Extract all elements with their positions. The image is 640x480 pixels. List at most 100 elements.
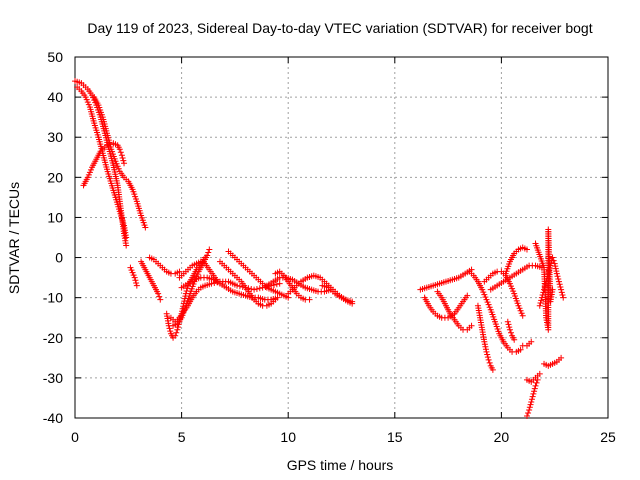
data-point xyxy=(132,277,139,284)
data-point xyxy=(515,302,522,309)
data-point xyxy=(528,338,535,345)
series-track-v xyxy=(466,268,524,355)
data-point xyxy=(481,338,488,345)
series-track-f xyxy=(138,258,164,303)
data-point xyxy=(529,393,536,400)
x-tick-label: 10 xyxy=(280,429,296,445)
data-point xyxy=(505,321,512,328)
data-point xyxy=(236,283,243,290)
data-point xyxy=(486,304,493,311)
data-point xyxy=(527,401,534,408)
data-point xyxy=(123,242,130,249)
data-point xyxy=(530,390,537,397)
data-point xyxy=(272,296,279,303)
data-point xyxy=(553,268,560,275)
data-point xyxy=(510,288,517,295)
series-track-aa xyxy=(504,318,518,343)
data-point xyxy=(553,270,560,277)
series-track-e xyxy=(127,264,140,289)
data-point xyxy=(536,370,543,377)
data-point xyxy=(123,234,130,241)
data-point xyxy=(115,165,122,172)
data-point xyxy=(534,376,541,383)
data-point xyxy=(166,325,173,332)
data-point xyxy=(482,343,489,350)
series-track-x xyxy=(481,268,526,319)
series-track-c xyxy=(80,140,128,189)
data-point xyxy=(206,246,213,253)
data-point xyxy=(558,354,565,361)
data-point xyxy=(485,301,492,308)
series-track-n xyxy=(225,248,292,301)
data-point xyxy=(551,260,558,267)
data-point xyxy=(531,385,538,392)
series-track-p xyxy=(272,268,313,303)
data-point xyxy=(549,254,556,261)
data-point xyxy=(113,160,120,167)
series-track-r xyxy=(319,282,356,307)
data-point xyxy=(506,324,513,331)
data-point xyxy=(128,267,135,274)
x-axis-title: GPS time / hours xyxy=(287,457,394,473)
data-point xyxy=(509,285,516,292)
data-point xyxy=(117,149,124,156)
data-point xyxy=(560,294,567,301)
data-point xyxy=(486,359,493,366)
data-point xyxy=(525,409,532,416)
data-point xyxy=(517,307,524,314)
data-point xyxy=(528,398,535,405)
data-point xyxy=(262,283,269,290)
data-point xyxy=(526,404,533,411)
chart-title: Day 119 of 2023, Sidereal Day-to-day VTE… xyxy=(87,20,592,36)
plot-frame xyxy=(74,56,609,419)
data-point xyxy=(507,283,514,290)
data-point xyxy=(536,302,543,309)
data-point xyxy=(253,285,260,292)
data-point xyxy=(558,286,565,293)
data-point xyxy=(555,278,562,285)
y-tick-label: 50 xyxy=(47,49,63,65)
data-point xyxy=(83,96,90,103)
x-tick-label: 20 xyxy=(494,429,510,445)
data-point xyxy=(533,379,540,386)
series-track-ag xyxy=(532,226,556,333)
data-point xyxy=(517,346,524,353)
series-track-u xyxy=(434,288,475,333)
data-point xyxy=(554,273,561,280)
data-point xyxy=(120,157,127,164)
data-point xyxy=(506,280,513,287)
data-point xyxy=(479,286,486,293)
data-point xyxy=(273,281,280,288)
data-point xyxy=(251,286,258,293)
x-tick-label: 15 xyxy=(387,429,403,445)
data-point xyxy=(484,351,491,358)
x-tick-label: 5 xyxy=(178,429,186,445)
data-point xyxy=(511,336,518,343)
data-point xyxy=(85,101,92,108)
data-point xyxy=(550,257,557,264)
data-point xyxy=(156,293,163,300)
data-point xyxy=(127,264,134,271)
data-point xyxy=(538,297,545,304)
data-point xyxy=(542,281,549,288)
data-points xyxy=(72,78,567,419)
data-point xyxy=(481,291,488,298)
data-point xyxy=(557,283,564,290)
y-tick-label: 10 xyxy=(47,209,63,225)
data-point xyxy=(157,296,164,303)
series-track-j xyxy=(170,246,213,329)
data-point xyxy=(484,299,491,306)
data-point xyxy=(173,329,180,336)
data-point xyxy=(556,281,563,288)
data-point xyxy=(131,274,138,281)
data-point xyxy=(130,272,137,279)
data-point xyxy=(176,268,183,275)
data-point xyxy=(483,296,490,303)
y-tick-label: 20 xyxy=(47,169,63,185)
data-point xyxy=(349,300,356,307)
data-point xyxy=(464,292,471,299)
series-track-ab xyxy=(519,338,535,349)
y-tick-label: -20 xyxy=(43,330,63,346)
data-point xyxy=(537,300,544,307)
